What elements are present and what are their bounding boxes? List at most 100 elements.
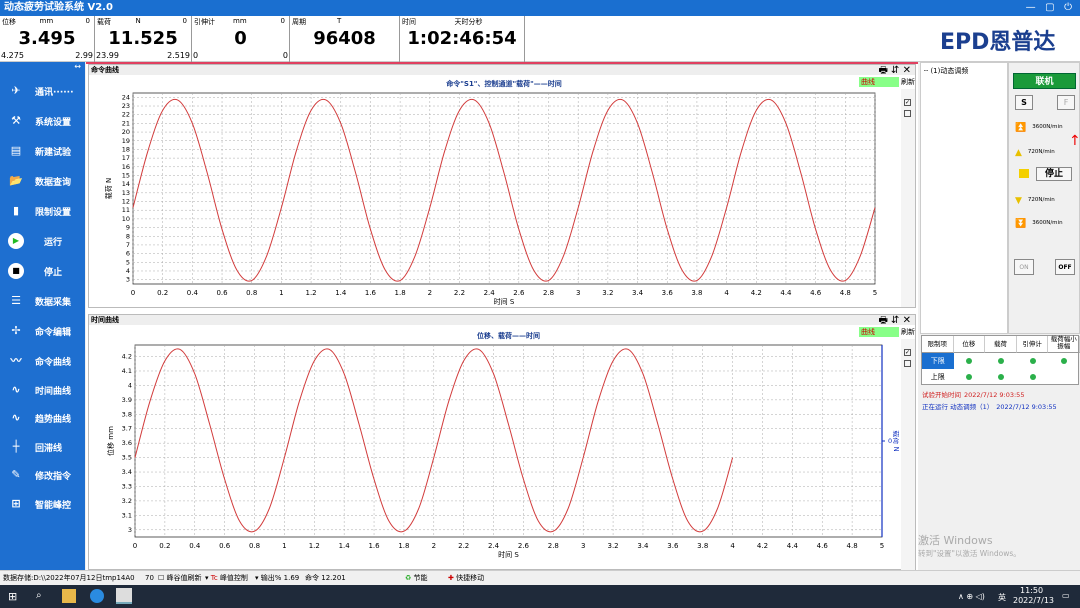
- log-label: 试验开始时间: [922, 391, 961, 399]
- curve-tab[interactable]: 曲线: [859, 327, 899, 337]
- menu-item[interactable]: ☰ 数据采集: [0, 290, 85, 314]
- search-button[interactable]: ⌕: [36, 590, 42, 601]
- row-label: 下限: [922, 353, 954, 369]
- panel-tools[interactable]: 🖶 ⇵ ✕: [878, 65, 911, 76]
- menu-item[interactable]: 〰 命令曲线: [0, 350, 85, 374]
- menu-item[interactable]: ▶ 运行: [0, 230, 85, 254]
- checkbox[interactable]: [904, 360, 911, 367]
- s-button[interactable]: S: [1015, 95, 1033, 110]
- menu-icon: ✈: [11, 84, 21, 97]
- start-button[interactable]: ⊞: [8, 590, 18, 603]
- refresh-label[interactable]: 刷新: [901, 328, 915, 336]
- y-tick-label: 8: [126, 232, 130, 240]
- side-strip: ✓: [901, 339, 915, 570]
- readout: 引伸计 mm 0 0 0 0: [192, 16, 290, 62]
- y-tick-label: 3.1: [122, 511, 132, 519]
- readout-label: 引伸计: [194, 18, 215, 26]
- x-tick-label: 2.8: [543, 289, 554, 297]
- y-tick-label: 3: [128, 526, 132, 534]
- collapse-icon[interactable]: ↔: [74, 62, 81, 71]
- on-button[interactable]: ON: [1014, 259, 1034, 275]
- tree-item[interactable]: ┄ (1)动态调频: [924, 67, 969, 75]
- jog-button[interactable]: ▲ 720N/min: [1015, 148, 1075, 160]
- app-icon[interactable]: [116, 588, 132, 604]
- label: 峰值控制: [219, 574, 248, 582]
- menu-item[interactable]: ┼ 回滞线: [0, 436, 85, 460]
- checkbox[interactable]: [904, 110, 911, 117]
- window-controls[interactable]: — ▢ ⏻: [1025, 2, 1072, 13]
- panel-tools[interactable]: 🖶 ⇵ ✕: [878, 315, 911, 326]
- language[interactable]: 英: [998, 593, 1006, 602]
- menu-item[interactable]: ∿ 趋势曲线: [0, 407, 85, 431]
- x-tick-label: 0.4: [189, 542, 201, 550]
- menu-label: 命令曲线: [35, 358, 72, 368]
- y-axis-label: 位移 mm: [106, 426, 115, 456]
- menu-item[interactable]: ▮ 限制设置: [0, 200, 85, 224]
- status-dot: [998, 358, 1004, 364]
- y-tick-label: 3.3: [122, 482, 132, 490]
- curve-tab[interactable]: 曲线: [859, 77, 899, 87]
- toggle[interactable]: ▾ Tc 峰值控制: [205, 574, 248, 582]
- y-tick-label: 17: [122, 154, 130, 162]
- move-button[interactable]: ✚ 快捷移动: [448, 574, 485, 582]
- online-button[interactable]: 联机: [1013, 73, 1076, 89]
- jog-button[interactable]: ⏬ 3600N/min: [1015, 219, 1075, 231]
- off-button[interactable]: OFF: [1055, 259, 1075, 275]
- control-panel: 联机 S F ⏫ 3600N/min ▲ 720N/min ▼ 720N/min ⏬ 3600N/m…: [1008, 62, 1080, 334]
- x-tick-label: 2.6: [518, 542, 530, 550]
- checkbox[interactable]: ✓: [904, 349, 911, 356]
- menu-item[interactable]: ⚒ 系统设置: [0, 110, 85, 134]
- clock-time: 11:50: [1020, 586, 1044, 595]
- x-tick-label: 1.6: [365, 289, 377, 297]
- data-line: [134, 348, 734, 533]
- y-tick-label: 3: [126, 276, 130, 284]
- x-tick-label: 0.8: [246, 289, 257, 297]
- y-tick-label: 4.2: [122, 353, 132, 361]
- y-tick-label: 10: [122, 215, 130, 223]
- jog-button[interactable]: ⏫ 3600N/min: [1015, 123, 1075, 135]
- checkbox[interactable]: ✓: [904, 99, 911, 106]
- explorer-icon[interactable]: [62, 589, 76, 603]
- menu-icon: ▮: [12, 204, 20, 217]
- menu-item[interactable]: ✢ 命令编辑: [0, 320, 85, 344]
- menu-item[interactable]: ✎ 修改指令: [0, 464, 85, 488]
- y-tick-label: 3.7: [122, 425, 132, 433]
- menu-icon: 📂: [9, 174, 23, 187]
- y-tick-label: 11: [122, 206, 130, 214]
- y-tick-label: 4.1: [122, 367, 132, 375]
- x-tick-label: 4.6: [810, 289, 822, 297]
- menu-label: 系统设置: [35, 118, 72, 128]
- x-tick-label: 4.8: [840, 289, 851, 297]
- toggle[interactable]: ☐ 峰谷值刷新: [158, 574, 202, 582]
- sidebar: ↔ ✈ 通讯······ ⚒ 系统设置 ▤ 新建试验 📂 数据查询 ▮ 限制设置 ▶ 运行 ■ 停止 ☰ 数据…: [0, 62, 85, 570]
- x-tick-label: 0: [133, 542, 137, 550]
- menu-item[interactable]: ▤ 新建试验: [0, 140, 85, 164]
- menu-item[interactable]: ∿ 时间曲线: [0, 379, 85, 403]
- f-button[interactable]: F: [1057, 95, 1075, 110]
- log-line: 正在运行 动态调频（1） 2022/7/12 9:03:55: [922, 401, 1080, 411]
- x-tick-label: 0.2: [159, 542, 170, 550]
- chart-title: 命令"S1"、控制通道"载荷"——时间: [445, 79, 562, 88]
- x-tick-label: 2: [432, 542, 436, 550]
- jog-button[interactable]: ▼ 720N/min: [1015, 196, 1075, 208]
- edge-icon[interactable]: [90, 589, 104, 603]
- x-tick-label: 2: [428, 289, 432, 297]
- y-tick-label: 3.9: [122, 396, 132, 404]
- menu-item[interactable]: ■ 停止: [0, 260, 85, 284]
- value: 1.69: [283, 574, 300, 582]
- readout-zero: 0: [85, 17, 90, 25]
- chart-title: 位移、载荷——时间: [477, 331, 540, 340]
- refresh-label[interactable]: 刷新: [901, 78, 915, 86]
- menu-item[interactable]: ✈ 通讯······: [0, 80, 85, 104]
- menu-label: 停止: [44, 268, 63, 278]
- stop-button[interactable]: 停止: [1036, 167, 1072, 181]
- menu-item[interactable]: 📂 数据查询: [0, 170, 85, 194]
- y-tick-label: 3.6: [122, 439, 132, 447]
- menu-item[interactable]: ⊞ 智能峰控: [0, 493, 85, 517]
- status-dot: [1029, 358, 1036, 364]
- notification[interactable]: ▭: [1062, 591, 1070, 600]
- save-button[interactable]: ♻ 节能: [405, 574, 428, 582]
- readout-bar: EPD恩普达 位移 mm 0 3.495 4.275 2.99 载荷 N 0 11.525 23.9…: [0, 16, 1080, 62]
- readout-max: 2.519: [167, 51, 190, 60]
- readout-unit: 天时分秒: [454, 18, 483, 26]
